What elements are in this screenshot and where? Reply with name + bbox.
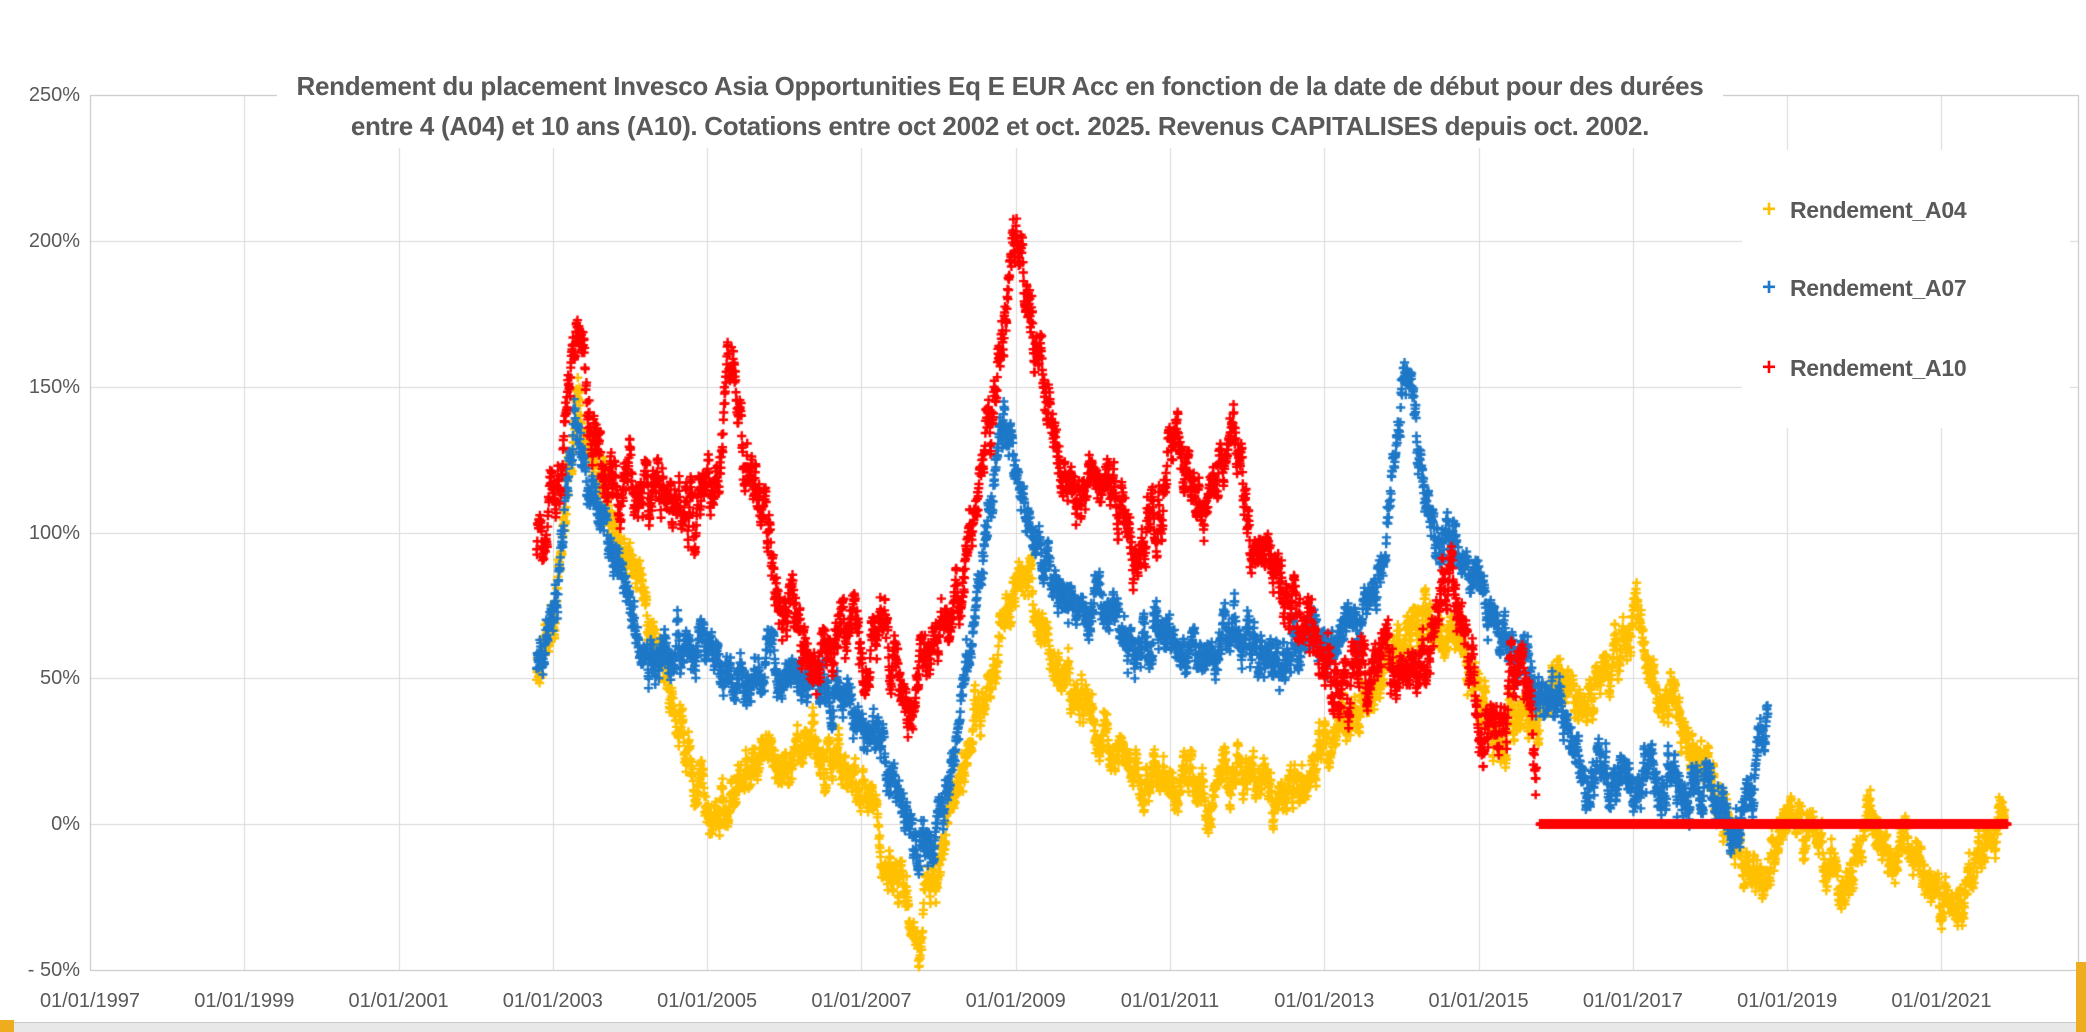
x-tick-label: 01/01/2021 xyxy=(1891,990,1992,1012)
legend-item-a04: + Rendement_A04 xyxy=(1754,194,1967,226)
legend-label-a10: Rendement_A10 xyxy=(1790,354,1967,381)
legend-label-a07: Rendement_A07 xyxy=(1790,274,1967,301)
gold-accent-right-bar xyxy=(2076,962,2086,1032)
x-tick-label: 01/01/2017 xyxy=(1582,990,1683,1012)
gold-accent-bottom-left xyxy=(0,1020,14,1032)
x-tick-label: 01/01/1999 xyxy=(194,990,295,1012)
legend-item-a10: + Rendement_A10 xyxy=(1754,352,1967,384)
x-tick-label: 01/01/1997 xyxy=(39,990,141,1012)
x-tick-label: 01/01/2005 xyxy=(657,990,758,1012)
x-tick-label: 01/01/2001 xyxy=(348,990,449,1012)
plus-marker-icon: + xyxy=(1761,354,1776,381)
y-tick-label: 250% xyxy=(28,84,80,106)
y-tick-label: 150% xyxy=(28,375,80,398)
y-tick-label: 50% xyxy=(39,667,80,690)
plus-marker-icon: + xyxy=(1761,196,1776,223)
x-tick-label: 01/01/2011 xyxy=(1120,990,1220,1012)
bottom-strip xyxy=(0,1022,2086,1032)
x-tick-label: 01/01/2007 xyxy=(811,990,912,1012)
x-tick-label: 01/01/2003 xyxy=(502,990,603,1012)
y-tick-label: 100% xyxy=(28,521,80,544)
legend-item-a07: + Rendement_A07 xyxy=(1754,272,1967,304)
y-tick-label: 200% xyxy=(28,229,80,252)
chart-legend: + Rendement_A04 + Rendement_A07 + Rendem… xyxy=(1742,150,2070,428)
x-tick-label: 01/01/2015 xyxy=(1428,990,1529,1012)
x-tick-label: 01/01/2013 xyxy=(1274,990,1375,1012)
y-tick-label: 0% xyxy=(51,813,80,836)
x-tick-label: 01/01/2009 xyxy=(965,990,1066,1012)
legend-label-a04: Rendement_A04 xyxy=(1790,196,1967,223)
x-tick-label: 01/01/2019 xyxy=(1737,990,1838,1012)
y-tick-label: - 50% xyxy=(27,959,80,981)
plus-marker-icon: + xyxy=(1761,274,1776,301)
